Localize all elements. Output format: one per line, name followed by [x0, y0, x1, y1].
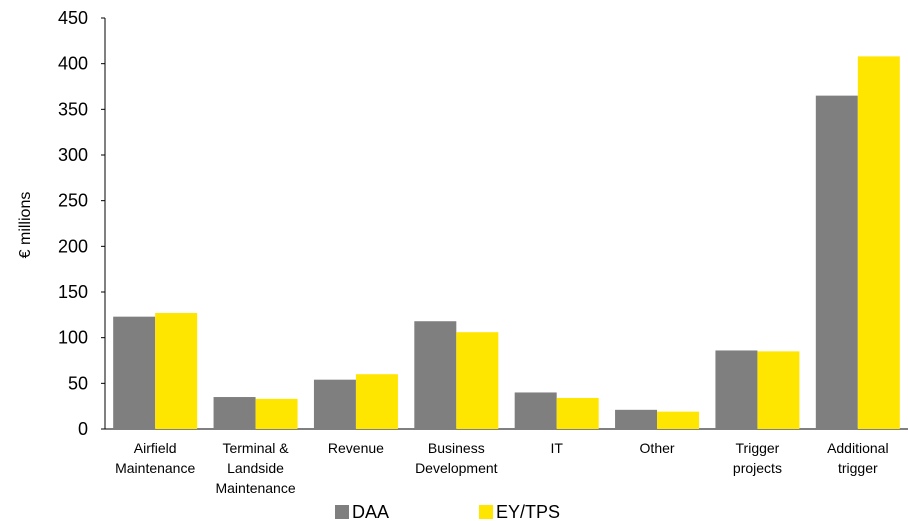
- bar-daa: [313, 379, 356, 429]
- y-tick-label: 100: [58, 328, 88, 348]
- bar-daa: [113, 316, 156, 429]
- x-category-label-line: projects: [733, 460, 782, 476]
- bar-ey-tps: [255, 398, 298, 429]
- y-tick-label: 250: [58, 191, 88, 211]
- x-category-label-line: Revenue: [328, 440, 384, 456]
- legend-swatch-ey-tps: [479, 505, 493, 519]
- y-tick-label: 200: [58, 236, 88, 256]
- x-category-label: Other: [640, 440, 675, 456]
- y-tick-label: 350: [58, 99, 88, 119]
- x-category-label-line: Terminal &: [222, 440, 289, 456]
- bar-ey-tps: [456, 332, 499, 429]
- y-tick-label: 450: [58, 8, 88, 28]
- y-axis-title: € millions: [17, 192, 34, 259]
- y-tick-label: 0: [78, 419, 88, 439]
- x-category-label: IT: [550, 440, 563, 456]
- x-category-label: Terminal & Landside Maintenance: [215, 440, 295, 496]
- bar-ey-tps: [355, 374, 398, 429]
- legend-label: EY/TPS: [496, 502, 560, 521]
- y-tick-label: 150: [58, 282, 88, 302]
- y-tick-label: 400: [58, 54, 88, 74]
- bar-daa: [414, 321, 457, 429]
- x-category-label-line: Business: [428, 440, 485, 456]
- x-category-label-line: Maintenance: [115, 460, 195, 476]
- bar-daa: [213, 397, 256, 429]
- category-labels: Airfield Maintenance Terminal & Landside Mai…: [115, 440, 888, 496]
- x-category-label-line: Trigger: [736, 440, 780, 456]
- bar-ey-tps: [757, 351, 800, 429]
- x-category-label: Additional trigger: [827, 440, 889, 476]
- x-category-label: Trigger projects: [733, 440, 782, 476]
- bar-ey-tps: [657, 411, 700, 429]
- x-category-label-line: trigger: [838, 460, 878, 476]
- x-category-label-line: Other: [640, 440, 675, 456]
- legend-swatch-daa: [335, 505, 349, 519]
- bar-ey-tps: [556, 397, 599, 429]
- x-category-label-line: Landside: [227, 460, 284, 476]
- bar-ey-tps: [857, 56, 900, 430]
- x-category-label: Revenue: [328, 440, 384, 456]
- bar-ey-tps: [155, 313, 198, 429]
- x-category-label-line: Maintenance: [215, 480, 295, 496]
- y-axis: 0 50 100 150 200 250 300 350 400 450: [58, 8, 106, 439]
- bar-daa: [815, 95, 858, 429]
- legend-label: DAA: [352, 502, 389, 521]
- y-tick-label: 50: [68, 373, 88, 393]
- x-category-label-line: Development: [415, 460, 498, 476]
- x-category-label-line: IT: [550, 440, 563, 456]
- bars: [113, 56, 900, 430]
- x-category-label-line: Airfield: [134, 440, 177, 456]
- x-category-label: Business Development: [415, 440, 498, 476]
- bar-daa: [615, 409, 658, 429]
- bar-daa: [715, 350, 758, 429]
- bar-daa: [514, 392, 557, 429]
- x-category-label: Airfield Maintenance: [115, 440, 195, 476]
- x-category-label-line: Additional: [827, 440, 889, 456]
- legend: DAA EY/TPS: [335, 502, 560, 521]
- y-tick-label: 300: [58, 145, 88, 165]
